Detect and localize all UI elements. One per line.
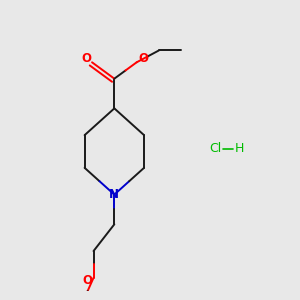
Text: O: O — [138, 52, 148, 65]
Text: H: H — [235, 142, 244, 155]
Text: O: O — [82, 274, 92, 287]
Text: Cl: Cl — [209, 142, 221, 155]
Text: O: O — [81, 52, 91, 65]
Text: N: N — [109, 188, 119, 201]
